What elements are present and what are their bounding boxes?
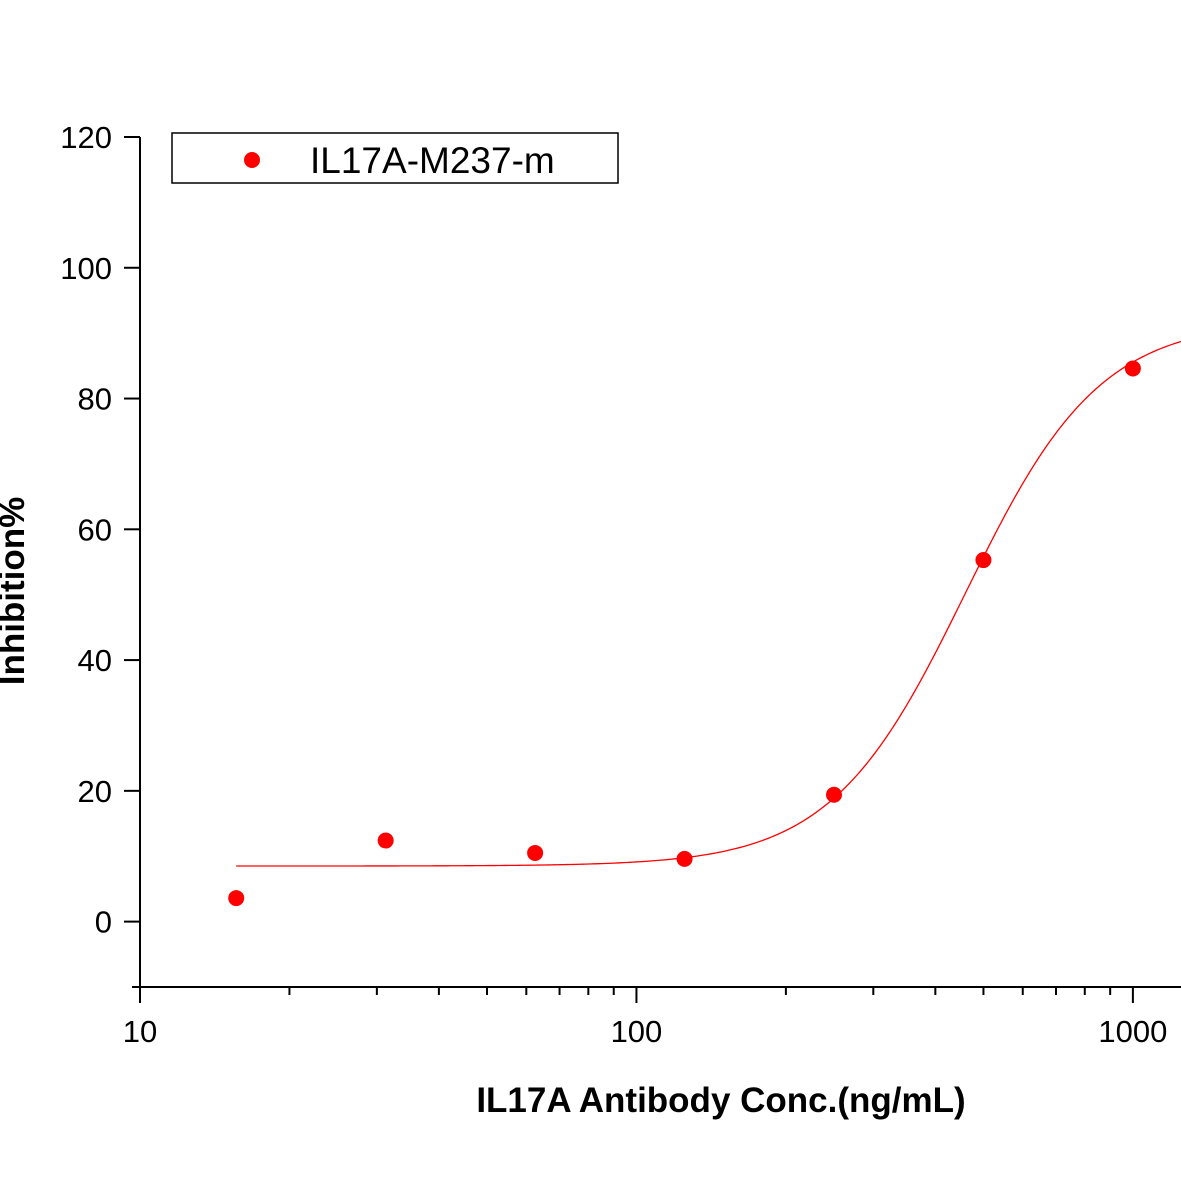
data-point: [228, 890, 245, 907]
y-axis-ticks: 0 20 40 60 80 100 120: [60, 120, 140, 988]
data-point: [676, 850, 693, 867]
x-tick-label: 10: [123, 1014, 157, 1049]
legend: IL17A-M237-m: [171, 132, 619, 184]
data-point: [377, 832, 394, 849]
y-tick-label: 120: [60, 120, 112, 155]
x-axis-title: IL17A Antibody Conc.(ng/mL): [476, 1081, 965, 1120]
data-points: [228, 360, 1141, 907]
x-axis-ticks: 10 100 1000: [123, 987, 1167, 1049]
data-point: [527, 844, 544, 861]
y-tick-label: 60: [78, 512, 112, 547]
y-axis-title: Inhibition%: [0, 497, 32, 686]
y-tick-label: 100: [60, 251, 112, 286]
fit-curve: [236, 340, 1181, 867]
data-point: [826, 786, 842, 803]
axes: 10 100 1000 0 20 40 60 80 100 120: [60, 120, 1181, 1049]
x-tick-label: 1000: [1098, 1014, 1167, 1049]
data-point: [1124, 360, 1141, 377]
y-tick-label: 0: [95, 905, 112, 940]
legend-marker: [244, 152, 260, 168]
data-point: [975, 552, 992, 569]
y-tick-label: 40: [78, 643, 112, 678]
y-tick-label: 20: [78, 774, 112, 809]
legend-label: IL17A-M237-m: [310, 140, 555, 181]
y-tick-label: 80: [78, 382, 112, 417]
x-tick-label: 100: [611, 1014, 663, 1049]
